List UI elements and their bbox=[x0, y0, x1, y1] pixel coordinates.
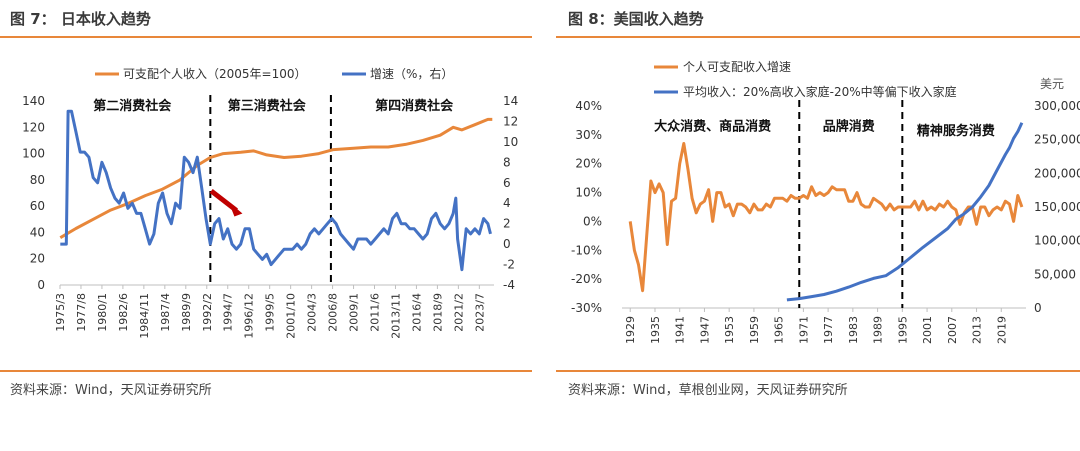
figure-7-panel: 图 7： 日本收入趋势 0 20 40 60 80 100 120 140 -4 -2 0 2 4 6 8 1… bbox=[0, 10, 532, 398]
x-axis-tick-label: 2018/9 bbox=[431, 293, 444, 332]
left-axis-tick-label: 20 bbox=[30, 252, 45, 266]
x-axis-tick-label: 1953 bbox=[723, 316, 736, 344]
right-axis-tick-label: 8 bbox=[503, 155, 511, 169]
series-line-1 bbox=[59, 117, 493, 239]
series-line-1 bbox=[628, 142, 1024, 293]
x-axis-tick-label: 1980/1 bbox=[96, 293, 109, 332]
right-axis-tick-label: 300,000 bbox=[1034, 99, 1080, 113]
left-axis-tick-label: 120 bbox=[22, 120, 45, 134]
x-axis-tick-label: 1947 bbox=[698, 316, 711, 344]
legend-label: 平均收入：20%高收入家庭-20%中等偏下收入家庭 bbox=[683, 84, 957, 99]
x-axis-tick-label: 1984/11 bbox=[138, 293, 151, 339]
right-axis-tick-label: 14 bbox=[503, 94, 518, 108]
x-axis-tick-label: 1971 bbox=[797, 316, 810, 344]
right-axis-tick-label: 50,000 bbox=[1034, 267, 1076, 281]
x-axis-tick-label: 1975/3 bbox=[54, 293, 67, 332]
x-axis-tick-label: 1992/2 bbox=[201, 293, 214, 332]
right-axis-tick-label: 2 bbox=[503, 217, 511, 231]
left-axis-tick-label: 0% bbox=[583, 214, 602, 228]
source-divider bbox=[556, 370, 1080, 372]
x-axis-tick-label: 1987/4 bbox=[159, 293, 172, 332]
x-axis-tick-label: 2019 bbox=[995, 316, 1008, 344]
x-axis-tick-label: 1941 bbox=[674, 316, 687, 344]
x-axis-tick-label: 2016/4 bbox=[410, 293, 423, 332]
left-axis-tick-label: -20% bbox=[571, 272, 602, 286]
series-line-2 bbox=[786, 122, 1024, 302]
x-axis-tick-label: 2001/10 bbox=[285, 293, 298, 339]
x-axis-tick-label: 1996/12 bbox=[243, 293, 256, 339]
period-label: 品牌消费 bbox=[823, 119, 875, 135]
x-axis-tick-label: 1977 bbox=[822, 316, 835, 344]
x-axis-tick-label: 2001 bbox=[921, 316, 934, 344]
x-axis-tick-label: 1995 bbox=[896, 316, 909, 344]
title-divider bbox=[0, 36, 532, 38]
left-axis-tick-label: -30% bbox=[571, 301, 602, 315]
x-axis-tick-label: 1977/8 bbox=[75, 293, 88, 332]
left-axis-tick-label: 10% bbox=[575, 186, 602, 200]
figure-title: 图 8：美国收入趋势 bbox=[568, 10, 704, 28]
x-axis-tick-label: 1929 bbox=[624, 316, 637, 344]
x-axis-tick-label: 2007 bbox=[946, 316, 959, 344]
trend-arrow-head bbox=[228, 201, 243, 217]
left-axis-tick-label: 20% bbox=[575, 157, 602, 171]
figure-8-panel: 图 8：美国收入趋势 -30% -20% -10% 0% 10% 20% 30% 40% 0 50… bbox=[556, 0, 1080, 451]
x-axis-tick-label: 2023/7 bbox=[473, 293, 486, 332]
period-label: 第二消费社会 bbox=[93, 98, 172, 114]
right-axis-tick-label: 4 bbox=[503, 196, 511, 210]
x-axis-tick-label: 2011/6 bbox=[369, 293, 382, 332]
period-label: 第四消费社会 bbox=[375, 98, 454, 114]
legend-label: 可支配个人收入（2005年=100） bbox=[123, 67, 307, 81]
source-note: 资料来源：Wind，天风证券研究所 bbox=[10, 383, 212, 398]
x-axis-tick-label: 2009/1 bbox=[348, 293, 361, 332]
x-axis-tick-label: 1935 bbox=[649, 316, 662, 344]
x-axis-tick-label: 2013/11 bbox=[389, 293, 402, 339]
x-axis-tick-label: 2004/3 bbox=[306, 293, 319, 332]
title-divider bbox=[556, 36, 1080, 38]
right-axis-tick-label: -4 bbox=[503, 278, 515, 292]
x-axis-tick-label: 2006/8 bbox=[327, 293, 340, 332]
right-axis-tick-label: 10 bbox=[503, 135, 518, 149]
japan-income-chart: 0 20 40 60 80 100 120 140 -4 -2 0 2 4 6 8 10 12 14 1975/3 1… bbox=[22, 66, 518, 339]
x-axis-tick-label: 1989/9 bbox=[180, 293, 193, 332]
right-axis-tick-label: 100,000 bbox=[1034, 234, 1080, 248]
us-income-chart: -30% -20% -10% 0% 10% 20% 30% 40% 0 50,000 100,000… bbox=[571, 60, 1080, 344]
right-axis-tick-label: 0 bbox=[503, 237, 511, 251]
figure-title: 图 7： 日本收入趋势 bbox=[10, 10, 151, 28]
period-label: 第三消费社会 bbox=[228, 98, 307, 114]
series-line-2 bbox=[60, 109, 492, 272]
left-axis-tick-label: 100 bbox=[22, 147, 45, 161]
x-axis-tick-label: 1982/6 bbox=[117, 293, 130, 332]
left-axis-tick-label: -10% bbox=[571, 243, 602, 257]
right-axis-tick-label: 250,000 bbox=[1034, 133, 1080, 147]
x-axis-tick-label: 1965 bbox=[773, 316, 786, 344]
right-axis-tick-label: 150,000 bbox=[1034, 200, 1080, 214]
left-axis-tick-label: 60 bbox=[30, 199, 45, 213]
x-axis-tick-label: 1999/5 bbox=[264, 293, 277, 332]
x-axis-tick-label: 1994/7 bbox=[222, 293, 235, 332]
source-divider bbox=[0, 370, 532, 372]
left-axis-tick-label: 40% bbox=[575, 99, 602, 113]
right-axis-unit: 美元 bbox=[1040, 77, 1064, 91]
left-axis-tick-label: 40 bbox=[30, 225, 45, 239]
right-axis-tick-label: 0 bbox=[1034, 301, 1042, 315]
left-axis-tick-label: 140 bbox=[22, 94, 45, 108]
right-axis-tick-label: 200,000 bbox=[1034, 166, 1080, 180]
right-axis-tick-label: 12 bbox=[503, 114, 518, 128]
x-axis-tick-label: 2021/2 bbox=[452, 293, 465, 332]
right-axis-tick-label: -2 bbox=[503, 258, 515, 272]
x-axis-tick-label: 2013 bbox=[971, 316, 984, 344]
period-label: 精神服务消费 bbox=[917, 123, 995, 139]
left-axis-tick-label: 30% bbox=[575, 128, 602, 142]
legend-label: 增速（%，右） bbox=[370, 66, 453, 81]
x-axis-tick-label: 1983 bbox=[847, 316, 860, 344]
left-axis-tick-label: 0 bbox=[37, 278, 45, 292]
right-axis-tick-label: 6 bbox=[503, 176, 511, 190]
legend-label: 个人可支配收入增速 bbox=[683, 60, 791, 74]
period-label: 大众消费、商品消费 bbox=[654, 119, 771, 135]
x-axis-tick-label: 1959 bbox=[748, 316, 761, 344]
x-axis-tick-label: 1989 bbox=[872, 316, 885, 344]
left-axis-tick-label: 80 bbox=[30, 173, 45, 187]
source-note: 资料来源：Wind，草根创业网，天风证券研究所 bbox=[568, 383, 848, 398]
